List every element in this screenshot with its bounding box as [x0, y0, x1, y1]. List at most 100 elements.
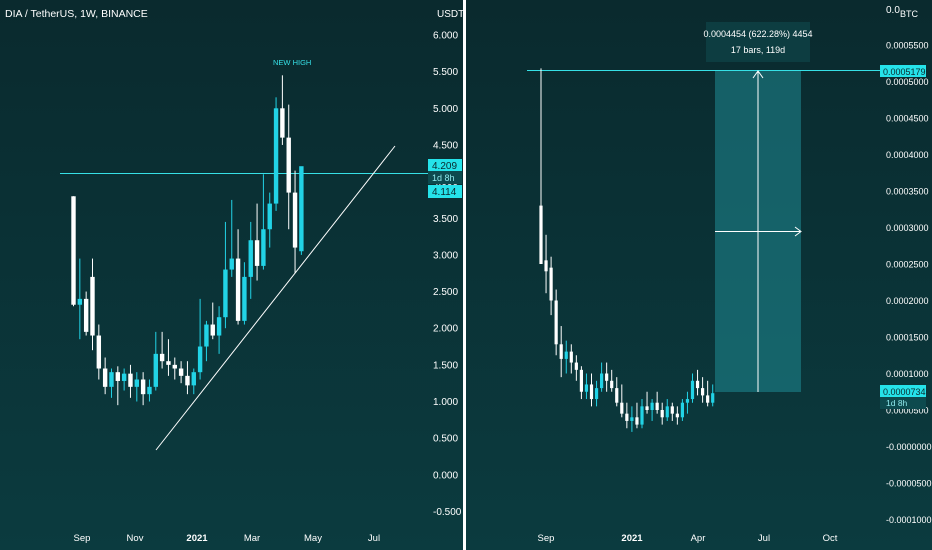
left-y-tick-label: 6.000: [433, 31, 458, 42]
left-candle-body[interactable]: [229, 258, 234, 270]
left-candle-body[interactable]: [115, 372, 121, 381]
right-y-tick-label: 0.0004000: [886, 150, 929, 160]
right-candle-body[interactable]: [600, 373, 604, 389]
right-x-tick-label: Jul: [758, 533, 770, 544]
right-candle-body[interactable]: [640, 406, 644, 425]
left-candle-body[interactable]: [102, 368, 108, 387]
left-trendline[interactable]: [155, 145, 396, 451]
right-candle-body[interactable]: [630, 417, 634, 421]
right-candle-body[interactable]: [665, 406, 669, 418]
left-candle-body[interactable]: [159, 353, 165, 362]
left-x-tick-label: Sep: [74, 533, 91, 544]
left-chart-panel: DIA / TetherUS, 1W, BINANCE USDT NEW HIG…: [5, 8, 464, 544]
left-x-axis[interactable]: Sep Nov 2021 Mar May Jul: [74, 533, 381, 544]
right-y-tick-label: -0.0000500: [886, 479, 932, 489]
right-candle-body[interactable]: [675, 413, 679, 418]
right-y-tick-label: 0.0005500: [886, 41, 929, 51]
left-candle-body[interactable]: [216, 317, 222, 336]
right-candle-body[interactable]: [680, 402, 684, 418]
right-candle-body[interactable]: [554, 300, 558, 345]
left-x-tick-label: Jul: [368, 533, 380, 544]
right-candle-body[interactable]: [660, 410, 664, 418]
left-candle-body[interactable]: [77, 298, 83, 305]
left-candle-body[interactable]: [71, 196, 76, 305]
right-candle-body[interactable]: [655, 402, 659, 410]
right-candle-body[interactable]: [620, 402, 624, 414]
right-candle-body[interactable]: [711, 393, 715, 403]
left-candle-body[interactable]: [191, 372, 196, 386]
right-candle-body[interactable]: [615, 388, 619, 403]
left-candle-body[interactable]: [83, 298, 89, 332]
right-candle-body[interactable]: [645, 406, 649, 410]
right-y-tick-label: 0.0002000: [886, 296, 929, 306]
right-candle-body[interactable]: [594, 388, 599, 400]
left-candle-body[interactable]: [185, 375, 190, 386]
left-candle-body[interactable]: [197, 346, 203, 373]
left-candle-body[interactable]: [261, 229, 266, 266]
right-candle-body[interactable]: [569, 351, 573, 363]
left-candle-body[interactable]: [210, 324, 215, 336]
left-level-label: 4.114: [432, 187, 457, 198]
left-candle-body[interactable]: [121, 373, 127, 381]
right-candle-body[interactable]: [685, 399, 690, 403]
right-candle-body[interactable]: [605, 373, 609, 381]
right-y-tick-label: -0.0000000: [886, 442, 932, 452]
left-candle-body[interactable]: [140, 379, 146, 395]
right-price-label-bg: [880, 385, 926, 397]
right-candle-body[interactable]: [559, 344, 563, 359]
left-candle-body[interactable]: [128, 373, 133, 387]
left-candle-body[interactable]: [242, 276, 247, 321]
right-y-axis[interactable]: 0.0005500 0.0005000 0.0004500 0.0004000 0.00…: [886, 41, 932, 526]
right-candle-body[interactable]: [579, 369, 583, 392]
right-candle-body[interactable]: [695, 380, 700, 389]
left-candle-body[interactable]: [96, 335, 102, 369]
left-candle-body[interactable]: [280, 108, 285, 138]
right-candle-body[interactable]: [544, 260, 548, 272]
left-candle-body[interactable]: [134, 379, 139, 387]
left-candle-body[interactable]: [178, 368, 184, 376]
panel-divider: [463, 0, 466, 550]
left-candle-body[interactable]: [223, 269, 228, 318]
right-candle-body[interactable]: [625, 413, 629, 421]
right-candle-body[interactable]: [701, 388, 705, 396]
left-candle-body[interactable]: [292, 192, 298, 248]
right-countdown-bg: [880, 397, 926, 409]
right-y-tick-label: 0.0000500: [886, 406, 929, 416]
right-candle-body[interactable]: [584, 384, 589, 392]
left-y-axis[interactable]: 6.0005.5005.0004.5004.0003.5003.0002.500…: [433, 31, 462, 518]
right-candle-body[interactable]: [690, 380, 695, 400]
left-candle-body[interactable]: [166, 361, 171, 365]
right-candle-body[interactable]: [670, 406, 674, 414]
right-candle-body[interactable]: [574, 362, 578, 370]
left-candle-body[interactable]: [254, 240, 260, 266]
left-candle-body[interactable]: [204, 324, 209, 347]
left-candle-body[interactable]: [153, 353, 158, 387]
right-candle-body[interactable]: [564, 351, 568, 359]
right-y-tick-label: -0.0001000: [886, 515, 932, 525]
left-candle-body[interactable]: [147, 386, 152, 395]
left-candle-body[interactable]: [109, 372, 114, 387]
right-candle-body[interactable]: [539, 205, 543, 264]
right-candle-body[interactable]: [610, 380, 614, 389]
left-candle-body[interactable]: [286, 137, 291, 193]
left-candle-body[interactable]: [235, 258, 241, 321]
right-x-axis[interactable]: Sep 2021 Apr Jul Oct: [538, 533, 838, 544]
right-candle-body[interactable]: [650, 402, 654, 410]
left-candle-body[interactable]: [248, 240, 253, 277]
left-y-tick-label: 4.500: [433, 140, 458, 151]
right-candle-body[interactable]: [635, 417, 639, 425]
left-y-tick-label: 0.500: [433, 434, 458, 445]
left-y-tick-label: 3.000: [433, 250, 458, 261]
right-candle-body[interactable]: [589, 384, 594, 400]
right-candle-body[interactable]: [706, 395, 710, 403]
left-candle-body[interactable]: [267, 203, 272, 230]
left-y-tick-label: 5.000: [433, 104, 458, 115]
right-y-tick-label: 0.0003500: [886, 187, 929, 197]
left-candle-body[interactable]: [273, 108, 279, 204]
left-y-tick-label: 0.000: [433, 470, 458, 481]
left-candle-body[interactable]: [172, 364, 177, 369]
left-candle-body[interactable]: [299, 166, 304, 252]
right-candle-body[interactable]: [549, 267, 553, 301]
left-candle-body[interactable]: [90, 276, 95, 336]
